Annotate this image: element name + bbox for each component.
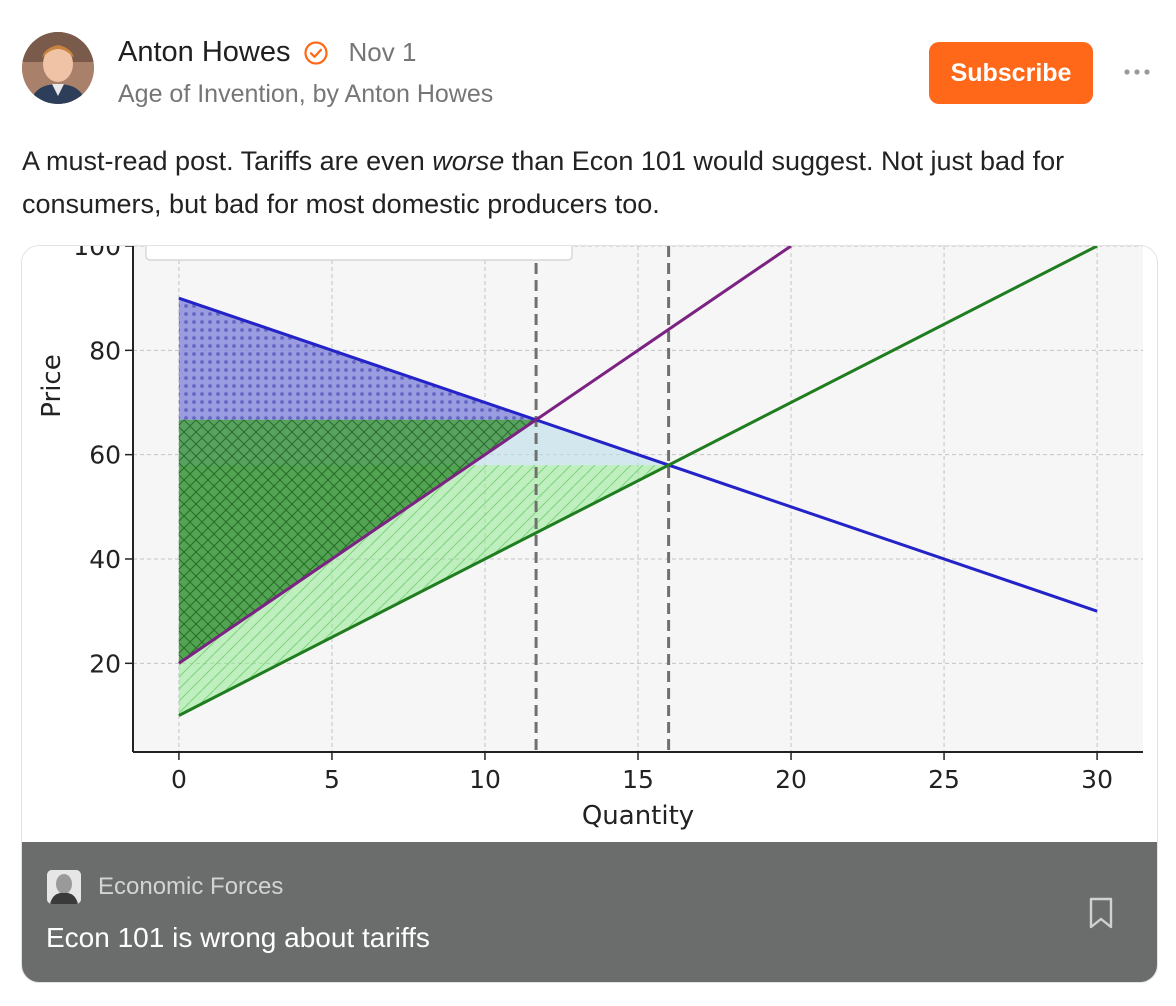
y-tick-label: 100 xyxy=(73,246,121,261)
bookmark-icon[interactable] xyxy=(1088,896,1114,930)
post-text-end: than Econ 101 would suggest. Not just ba… xyxy=(22,146,1065,219)
x-tick-label: 15 xyxy=(622,765,654,794)
publication-name[interactable]: Age of Invention, by Anton Howes xyxy=(118,80,494,108)
chart-image: 0 5 10 15 20 25 30 20 40 60 80 100 Quantity Price xyxy=(22,246,1157,842)
y-tick-label: 20 xyxy=(89,649,121,678)
y-tick-label: 40 xyxy=(89,545,121,574)
series-line-demand xyxy=(178,296,1098,613)
series-line-supply_with_tariff xyxy=(178,246,792,665)
y-tick-label: 60 xyxy=(89,441,121,470)
post-header: Anton Howes Nov 1 Age of Invention, by A… xyxy=(0,0,1176,120)
x-tick-label: 0 xyxy=(171,765,187,794)
source-avatar xyxy=(47,870,81,904)
embed-footer[interactable]: Economic Forces Econ 101 is wrong about … xyxy=(22,842,1157,982)
x-axis-label: Quantity xyxy=(582,801,694,831)
curves xyxy=(178,246,1098,717)
post-date: Nov 1 xyxy=(348,37,417,67)
y-tick-label: 80 xyxy=(89,336,121,365)
source-name[interactable]: Economic Forces xyxy=(98,873,284,900)
post-text-start: A must-read post. Tariffs are even xyxy=(22,146,433,176)
supply-demand-chart: 0 5 10 15 20 25 30 20 40 60 80 100 Quantity Price xyxy=(37,246,1143,831)
post-body: A must-read post. Tariffs are even worse… xyxy=(22,140,1152,226)
series-line-supply xyxy=(178,246,1098,717)
x-tick-label: 25 xyxy=(928,765,960,794)
x-tick-label: 20 xyxy=(775,765,807,794)
x-tick-label: 30 xyxy=(1081,765,1113,794)
post-text-emphasis: worse xyxy=(432,146,505,176)
author-avatar[interactable] xyxy=(22,32,94,104)
verified-badge-icon xyxy=(303,40,328,65)
x-tick-label: 10 xyxy=(469,765,501,794)
y-axis-label: Price xyxy=(37,354,67,417)
more-dots-icon[interactable] xyxy=(1122,60,1152,84)
embedded-post-card[interactable]: 0 5 10 15 20 25 30 20 40 60 80 100 Quantity Price Eco… xyxy=(21,245,1158,983)
axes: 0 5 10 15 20 25 30 20 40 60 80 100 Quantity Price xyxy=(37,246,1143,831)
x-tick-label: 5 xyxy=(324,765,340,794)
subscribe-button[interactable]: Subscribe xyxy=(929,42,1093,104)
article-title[interactable]: Econ 101 is wrong about tariffs xyxy=(46,922,430,953)
author-line: Anton Howes Nov 1 xyxy=(118,36,416,69)
legend-box xyxy=(145,246,573,261)
author-name[interactable]: Anton Howes xyxy=(118,36,291,68)
